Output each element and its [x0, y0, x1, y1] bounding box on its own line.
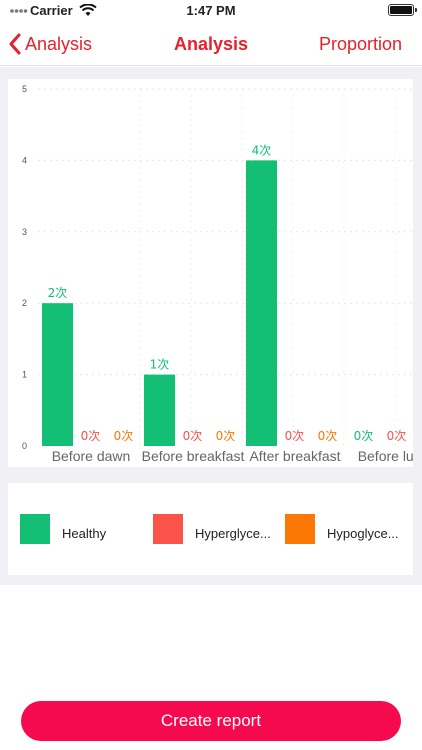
- data-label: 0次: [183, 429, 203, 443]
- data-label: 0次: [354, 429, 374, 443]
- clock: 1:47 PM: [186, 3, 236, 18]
- bar: [42, 303, 73, 446]
- legend-item-hypoglycemia: Hypoglyce...: [285, 513, 399, 545]
- legend-card: Healthy Hyperglyce... Hypoglyce...: [8, 483, 413, 575]
- create-report-button[interactable]: Create report: [21, 701, 401, 741]
- x-tick-label: After breakfast: [249, 448, 340, 464]
- bar-chart-card[interactable]: 0 1 2 3 4 5 2次 0次 0次 Before dawn 1次 0次 0次 Before brea…: [8, 79, 413, 467]
- data-label: 0次: [81, 429, 101, 443]
- legend-swatch-hyperglycemia: [153, 514, 183, 544]
- bar: [246, 160, 277, 446]
- carrier-label: Carrier: [30, 3, 73, 18]
- y-tick-label: 3: [22, 227, 27, 237]
- legend-item-hyperglycemia: Hyperglyce...: [153, 513, 271, 545]
- signal-dots-icon: [10, 8, 28, 13]
- bar-chart: 0 1 2 3 4 5 2次 0次 0次 Before dawn 1次 0次 0次 Before brea…: [22, 84, 413, 464]
- data-label: 0次: [285, 429, 305, 443]
- battery-icon: [388, 4, 417, 16]
- navigation-bar: Analysis Analysis Proportion: [0, 22, 422, 66]
- y-tick-label: 2: [22, 298, 27, 308]
- carrier: Carrier: [10, 3, 97, 18]
- wifi-icon: [78, 4, 97, 16]
- chevron-left-icon: [9, 33, 21, 55]
- data-label: 2次: [48, 286, 68, 300]
- x-tick-label: Before breakfast: [142, 448, 245, 464]
- legend-label: Hyperglyce...: [195, 525, 271, 541]
- back-label: Analysis: [25, 33, 93, 54]
- status-bar: Carrier 1:47 PM: [0, 0, 422, 22]
- data-label: 0次: [318, 429, 338, 443]
- y-tick-label: 1: [22, 370, 27, 380]
- data-label: 0次: [387, 429, 407, 443]
- proportion-button[interactable]: Proportion: [318, 34, 402, 54]
- x-tick-label: Before lunch: [358, 448, 413, 464]
- legend-label: Healthy: [62, 525, 107, 541]
- y-tick-label: 0: [22, 441, 27, 451]
- data-label: 0次: [114, 429, 134, 443]
- legend-swatch-hypoglycemia: [285, 514, 315, 544]
- legend-item-healthy: Healthy: [20, 513, 106, 545]
- data-label: 1次: [150, 358, 170, 372]
- content-area: 0 1 2 3 4 5 2次 0次 0次 Before dawn 1次 0次 0次 Before brea…: [0, 67, 422, 585]
- y-tick-label: 4: [22, 155, 27, 165]
- data-label: 4次: [252, 143, 272, 157]
- data-label: 0次: [216, 429, 236, 443]
- bar: [144, 374, 175, 446]
- y-tick-label: 5: [22, 84, 27, 94]
- x-tick-label: Before dawn: [52, 448, 131, 464]
- legend-swatch-healthy: [20, 514, 50, 544]
- legend-label: Hypoglyce...: [327, 525, 399, 541]
- back-button[interactable]: Analysis: [8, 22, 92, 66]
